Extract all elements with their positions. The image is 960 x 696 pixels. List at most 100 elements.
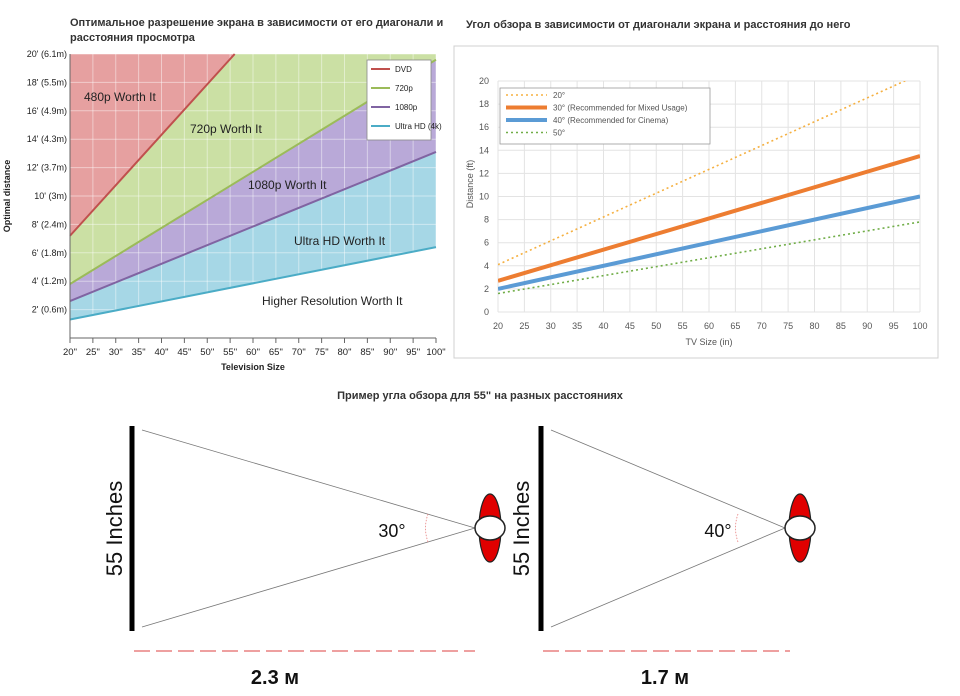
chart2-x-tick-label: 100	[912, 321, 927, 331]
chart1-x-tick-label: 55"	[223, 347, 237, 358]
area-720p	[70, 54, 436, 285]
distance-label: 2.3 м	[251, 667, 299, 689]
viewing-line-40deg	[498, 194, 920, 291]
chart2-y-tick-label: 14	[479, 145, 489, 155]
chart1-xlabel: Television Size	[221, 362, 285, 372]
chart2-x-tick-label: 40	[598, 321, 608, 331]
chart2-x-tick-label: 65	[730, 321, 740, 331]
chart2-y-tick-label: 18	[479, 99, 489, 109]
viewing-angle-diagram: 55 Inches 30° 2.3 м 55 Inches 40° 1.7 м	[102, 426, 816, 689]
view-ray-bottom	[141, 527, 476, 628]
chart2-legend-label: 40° (Recommended for Cinema)	[553, 116, 669, 125]
viewer-eye-icon	[784, 515, 816, 541]
region-1080p-label: 1080p Worth It	[248, 178, 327, 192]
chart1-y-tick-label: 14' (4.3m)	[27, 134, 67, 144]
chart1-y-tick-label: 4' (1.2m)	[32, 276, 67, 286]
chart1-x-tick-label: 50"	[200, 347, 214, 358]
chart1-x-tick-label: 80"	[338, 347, 352, 358]
region-higher-label: Higher Resolution Worth It	[262, 294, 403, 308]
chart1-y-tick-label: 8' (2.4m)	[32, 219, 67, 229]
chart1-y-tick-label: 2' (0.6m)	[32, 305, 67, 315]
diagram-title: Пример угла обзора для 55" на разных рас…	[337, 390, 623, 402]
chart1-ylabel: Optimal distance	[2, 160, 12, 233]
chart1-title: Оптимальное разрешение экрана в зависимо…	[70, 17, 444, 44]
chart2-legend-label: 30° (Recommended for Mixed Usage)	[553, 104, 688, 113]
chart2-legend-label: 20°	[553, 91, 565, 100]
chart1-x-tick-label: 90"	[383, 347, 397, 358]
viewing-line-20deg	[498, 81, 907, 266]
region-480p-label: 480p Worth It	[84, 90, 156, 104]
chart1-x-tick-label: 60"	[246, 347, 260, 358]
angle-arc	[735, 513, 739, 543]
chart1-legend-label: Ultra HD (4k)	[395, 122, 442, 131]
viewing-angle-legend: 20° 30° (Recommended for Mixed Usage) 40° …	[499, 87, 711, 145]
chart2-x-tick-label: 70	[757, 321, 767, 331]
series-line-dvd	[69, 53, 236, 237]
chart1-x-tick-label: 95"	[406, 347, 420, 358]
chart1-legend-label: 720p	[395, 84, 413, 93]
viewing-line-50deg	[498, 221, 920, 295]
chart1-x-tick-label: 65"	[269, 347, 283, 358]
chart1-y-tick-label: 20' (6.1m)	[27, 49, 67, 59]
screen-size-label: 55 Inches	[102, 481, 127, 576]
resolution-legend: DVD 720p 1080p Ultra HD (4k)	[366, 59, 442, 141]
chart2-y-tick-label: 20	[479, 76, 489, 86]
chart2-x-tick-label: 85	[836, 321, 846, 331]
chart1-x-tick-label: 100"	[426, 347, 445, 358]
view-ray-top	[141, 429, 476, 529]
chart1-y-tick-label: 10' (3m)	[34, 191, 67, 201]
viewer-eye-icon	[474, 515, 506, 541]
chart2-x-tick-label: 30	[546, 321, 556, 331]
chart2-x-tick-label: 60	[704, 321, 714, 331]
chart1-y-tick-label: 16' (4.9m)	[27, 106, 67, 116]
screen-size-label: 55 Inches	[509, 481, 534, 576]
view-ray-top	[550, 429, 786, 529]
chart2-y-tick-label: 4	[484, 261, 489, 271]
viewing-line-30deg	[498, 154, 920, 283]
chart1-x-tick-label: 75"	[315, 347, 329, 358]
chart2-y-tick-label: 0	[484, 307, 489, 317]
chart1-y-tick-label: 18' (5.5m)	[27, 77, 67, 87]
chart2-title: Угол обзора в зависимости от диагонали э…	[466, 19, 851, 31]
chart1-x-tick-label: 85"	[360, 347, 374, 358]
resolution-chart: 480p Worth It 720p Worth It 1080p Worth …	[2, 49, 446, 372]
chart2-x-tick-label: 55	[678, 321, 688, 331]
chart2-x-tick-label: 80	[809, 321, 819, 331]
viewing-angle-chart: 20° 30° (Recommended for Mixed Usage) 40° …	[453, 45, 939, 359]
series-line-1080p	[69, 151, 437, 303]
angle-label: 30°	[378, 521, 405, 541]
chart1-x-tick-label: 35"	[132, 347, 146, 358]
view-ray-bottom	[550, 527, 786, 628]
chart1-y-tick-label: 12' (3.7m)	[27, 163, 67, 173]
region-720p-label: 720p Worth It	[190, 122, 262, 136]
angle-label: 40°	[704, 521, 731, 541]
chart2-y-tick-label: 8	[484, 215, 489, 225]
chart1-x-tick-label: 45"	[177, 347, 191, 358]
area-uhd	[70, 151, 436, 320]
chart1-y-tick-label: 6' (1.8m)	[32, 248, 67, 258]
chart2-y-tick-label: 16	[479, 122, 489, 132]
region-uhd-label: Ultra HD Worth It	[294, 234, 386, 248]
chart2-x-tick-label: 25	[519, 321, 529, 331]
chart2-y-tick-label: 10	[479, 192, 489, 202]
chart2-y-tick-label: 6	[484, 238, 489, 248]
chart2-x-tick-label: 20	[493, 321, 503, 331]
chart2-x-tick-label: 50	[651, 321, 661, 331]
chart1-legend-label: DVD	[395, 65, 412, 74]
chart2-ylabel: Distance (ft)	[465, 160, 475, 209]
series-line-ultra-hd-4k-	[69, 246, 437, 321]
chart2-x-tick-label: 35	[572, 321, 582, 331]
chart2-x-tick-label: 45	[625, 321, 635, 331]
chart1-x-tick-label: 70"	[292, 347, 306, 358]
area-1080p	[70, 59, 436, 302]
chart1-x-tick-label: 25"	[86, 347, 100, 358]
chart1-x-tick-label: 20"	[63, 347, 77, 358]
distance-label: 1.7 м	[641, 667, 689, 689]
chart1-x-tick-label: 40"	[155, 347, 169, 358]
chart1-x-tick-label: 30"	[109, 347, 123, 358]
angle-arc	[425, 513, 429, 543]
chart2-xlabel: TV Size (in)	[685, 337, 732, 347]
chart2-x-tick-label: 90	[862, 321, 872, 331]
chart1-legend-label: 1080p	[395, 103, 418, 112]
